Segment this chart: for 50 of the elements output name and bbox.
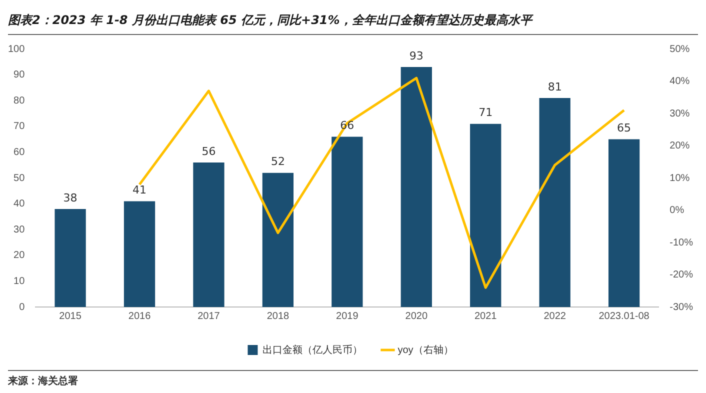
x-tick-label: 2017 [198,310,220,322]
y-tick-label: 20 [14,250,26,262]
y-tick-label: 10 [14,276,26,287]
bar [124,201,156,307]
x-tick-label: 2020 [405,310,428,322]
y2-tick-label: -20% [670,270,694,280]
bar [262,172,294,307]
data-label: 41 [132,184,147,197]
y2-tick-label: 40% [670,76,690,87]
x-tick-label: 2015 [59,310,82,322]
chart-title: 图表2：2023 年 1-8 月份出口电能表 65 亿元，同比+31%，全年出口金额有望达历史最高水平 [8,12,698,35]
x-tick-label: 2023.01-08 [598,310,650,322]
x-tick-label: 2018 [266,310,290,322]
y-tick-label: 70 [14,121,26,132]
bar [54,208,86,307]
y2-tick-label: 10% [670,172,690,184]
data-label: 81 [548,80,562,94]
y2-tick-label: 20% [670,140,690,152]
y-tick-label: 40 [14,198,26,210]
bar [332,136,363,307]
y2-tick-label: -10% [670,237,694,248]
data-label: 71 [478,106,493,120]
y2-tick-label: 50% [670,44,690,55]
y-tick-label: 50 [14,172,26,184]
y2-tick-label: 30% [670,108,690,120]
bar [400,67,432,307]
y2-tick-label: 0% [670,205,684,216]
source-note: 来源：海关总署 [8,370,698,388]
data-label: 56 [202,144,216,158]
bar [470,124,502,307]
y2-tick-label: -30% [670,302,694,313]
y-tick-label: 100 [8,44,26,55]
y-tick-label: 90 [14,70,26,81]
x-tick-label: 2022 [544,310,566,322]
y-tick-label: 80 [14,95,26,106]
bar [608,139,640,307]
legend-label: yoy（右轴） [398,344,454,356]
legend-label: 出口金额（亿人民币） [262,344,363,356]
data-label: 93 [409,49,424,62]
data-label: 65 [617,122,632,135]
x-tick-label: 2016 [128,310,152,322]
y-tick-label: 30 [14,224,26,236]
x-tick-label: 2019 [336,310,359,322]
data-label: 38 [63,191,78,204]
x-tick-label: 2021 [474,310,498,322]
bar [193,162,224,307]
data-label: 52 [270,155,285,168]
bar [539,98,570,307]
y-tick-label: 0 [19,302,26,313]
y-tick-label: 60 [14,146,26,158]
